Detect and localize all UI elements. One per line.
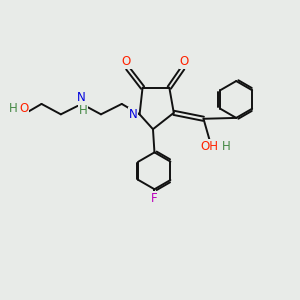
- Text: O: O: [180, 55, 189, 68]
- Text: N: N: [77, 91, 86, 104]
- Text: H: H: [9, 102, 18, 115]
- Text: O: O: [122, 55, 131, 68]
- Text: O: O: [19, 102, 28, 115]
- Text: F: F: [151, 192, 158, 205]
- Text: N: N: [129, 108, 137, 121]
- Text: H: H: [221, 140, 230, 153]
- Text: OH: OH: [200, 140, 218, 153]
- Text: H: H: [79, 104, 88, 117]
